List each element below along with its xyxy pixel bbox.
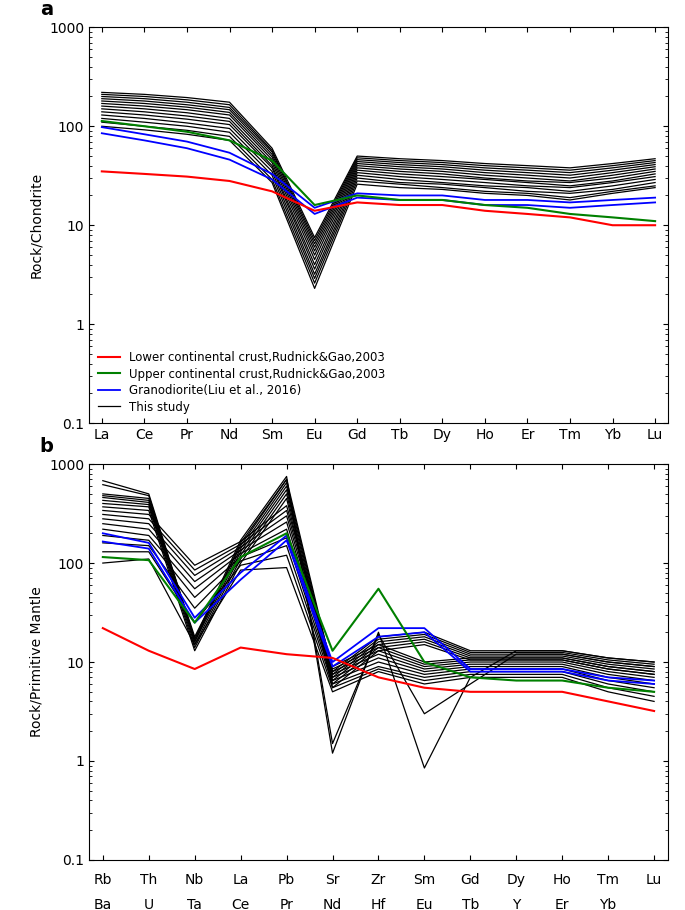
Text: Lu: Lu (646, 873, 662, 886)
Text: Ce: Ce (232, 897, 250, 910)
Text: Zr: Zr (371, 873, 386, 886)
Text: Sr: Sr (325, 873, 340, 886)
Text: Hf: Hf (371, 897, 386, 910)
Text: Ta: Ta (187, 897, 202, 910)
Text: b: b (40, 437, 53, 456)
Text: La: La (232, 873, 249, 886)
Text: Rb: Rb (94, 873, 112, 886)
Y-axis label: Rock/Chondrite: Rock/Chondrite (29, 172, 44, 278)
Text: Yb: Yb (599, 897, 616, 910)
Text: Eu: Eu (416, 897, 433, 910)
Text: Nb: Nb (185, 873, 204, 886)
Text: Tm: Tm (597, 873, 619, 886)
Text: Pr: Pr (279, 897, 294, 910)
Text: Er: Er (555, 897, 569, 910)
Text: Tb: Tb (462, 897, 479, 910)
Text: U: U (144, 897, 154, 910)
Legend: Lower continental crust,Rudnick&Gao,2003, Upper continental crust,Rudnick&Gao,20: Lower continental crust,Rudnick&Gao,2003… (95, 348, 389, 418)
Text: Sm: Sm (413, 873, 436, 886)
Text: Ba: Ba (94, 897, 112, 910)
Text: Th: Th (140, 873, 158, 886)
Text: Nd: Nd (323, 897, 342, 910)
Text: Pb: Pb (278, 873, 295, 886)
Text: Ho: Ho (553, 873, 572, 886)
Text: Y: Y (512, 897, 521, 910)
Text: a: a (40, 0, 53, 19)
Text: Gd: Gd (460, 873, 480, 886)
Text: Dy: Dy (507, 873, 526, 886)
Y-axis label: Rock/Primitive Mantle: Rock/Primitive Mantle (29, 587, 44, 737)
